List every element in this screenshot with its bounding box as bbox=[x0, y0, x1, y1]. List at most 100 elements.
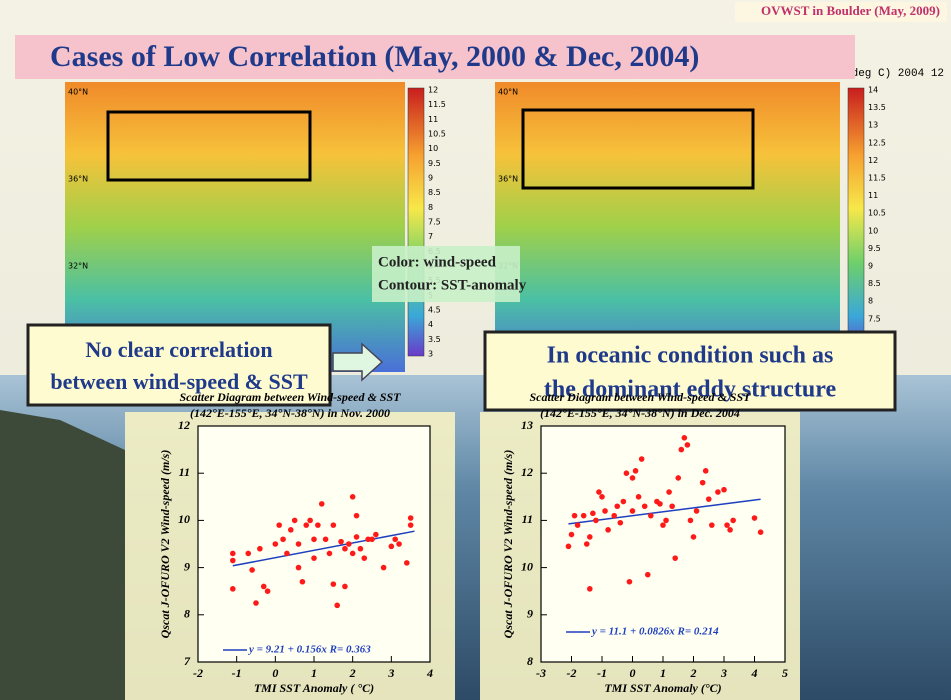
point bbox=[373, 531, 379, 538]
point bbox=[407, 522, 414, 528]
y-axis-label: Qscat J-OFURO V2 Wind-speed (m/s) bbox=[158, 450, 172, 639]
point bbox=[611, 512, 617, 519]
point bbox=[590, 510, 596, 517]
x-tick-label: 0 bbox=[630, 666, 636, 680]
y-tick-label: 10 bbox=[178, 512, 190, 526]
point bbox=[353, 512, 360, 519]
callout-text: the dominant eddy structure bbox=[544, 377, 837, 403]
point bbox=[587, 586, 593, 592]
point bbox=[311, 555, 317, 561]
colorbar-label: 12 bbox=[428, 86, 438, 95]
point bbox=[260, 583, 267, 590]
y-tick-label: 11 bbox=[522, 512, 533, 526]
point bbox=[757, 529, 764, 535]
arrow bbox=[332, 342, 384, 382]
point bbox=[672, 555, 678, 561]
y-tick-label: 13 bbox=[521, 418, 533, 432]
point bbox=[322, 536, 329, 543]
point bbox=[699, 479, 706, 486]
y-tick-label: 7 bbox=[184, 654, 191, 668]
callout-text: No clear correlation bbox=[85, 337, 272, 362]
event-label: OVWST in Boulder (May, 2009) bbox=[761, 3, 940, 18]
colorbar-label: 7.5 bbox=[868, 314, 881, 323]
colorbar-label: 11.5 bbox=[868, 174, 886, 183]
point bbox=[721, 486, 727, 493]
point bbox=[623, 470, 630, 477]
x-tick-label: 3 bbox=[387, 666, 394, 680]
colorbar bbox=[407, 87, 425, 357]
point bbox=[404, 560, 410, 566]
point bbox=[346, 541, 352, 547]
colorbar-label: 3.5 bbox=[428, 335, 441, 344]
point bbox=[230, 557, 236, 564]
point bbox=[307, 517, 313, 524]
point bbox=[568, 531, 575, 538]
point bbox=[361, 555, 368, 561]
legend-text: Color: wind-speed bbox=[378, 254, 497, 270]
plot-frame bbox=[197, 425, 431, 663]
point bbox=[342, 583, 348, 590]
colorbar-label: 11 bbox=[428, 115, 438, 124]
lat-label: 36°N bbox=[68, 175, 88, 184]
point bbox=[693, 508, 700, 514]
point bbox=[596, 489, 602, 495]
map-caption: (deg C) 2004 12 bbox=[845, 68, 944, 80]
point bbox=[272, 541, 279, 547]
lat-label: 36°N bbox=[498, 175, 518, 184]
point bbox=[230, 586, 236, 592]
point bbox=[318, 501, 325, 507]
colorbar-label: 14 bbox=[868, 86, 878, 95]
map-box bbox=[106, 110, 312, 182]
point bbox=[295, 541, 302, 547]
point bbox=[638, 456, 645, 462]
point bbox=[299, 578, 306, 585]
point bbox=[715, 489, 721, 495]
point bbox=[369, 536, 375, 543]
legend-text: Contour: SST-anomaly bbox=[378, 277, 527, 293]
fit-line bbox=[232, 530, 415, 567]
colorbar-label: 13 bbox=[868, 121, 878, 130]
plot-frame bbox=[540, 425, 786, 663]
point bbox=[334, 602, 341, 609]
y-tick-label: 12 bbox=[178, 418, 190, 432]
x-axis-label: TMI SST Anomaly (°C) bbox=[604, 681, 721, 695]
point bbox=[565, 543, 572, 550]
x-axis-label: TMI SST Anomaly ( °C) bbox=[254, 681, 374, 695]
point bbox=[644, 571, 651, 578]
point bbox=[353, 534, 360, 540]
colorbar-label: 10 bbox=[428, 144, 438, 153]
point bbox=[702, 468, 709, 474]
point bbox=[681, 435, 688, 441]
point bbox=[751, 515, 758, 521]
colorbar-label: 11.5 bbox=[428, 100, 446, 109]
x-tick-label: -2 bbox=[193, 666, 203, 680]
point bbox=[730, 517, 736, 524]
fit-line bbox=[568, 498, 761, 525]
point bbox=[245, 550, 252, 557]
point bbox=[709, 522, 715, 528]
y-axis-label: Qscat J-OFURO V2 Wind-speed (m/s) bbox=[501, 450, 515, 639]
point bbox=[295, 564, 302, 571]
point bbox=[687, 517, 694, 524]
point bbox=[635, 494, 642, 500]
point bbox=[311, 536, 317, 543]
colorbar-label: 11 bbox=[868, 191, 878, 200]
point bbox=[284, 550, 290, 557]
y-tick-label: 10 bbox=[521, 559, 533, 573]
point bbox=[230, 550, 236, 557]
point bbox=[626, 578, 633, 585]
colorbar-label: 8 bbox=[868, 297, 873, 306]
x-tick-label: 0 bbox=[272, 666, 278, 680]
point bbox=[580, 512, 587, 519]
y-tick-label: 11 bbox=[179, 465, 190, 479]
point bbox=[614, 503, 621, 510]
x-tick-label: 4 bbox=[751, 666, 758, 680]
point bbox=[660, 522, 666, 528]
colorbar-label: 8.5 bbox=[428, 188, 441, 197]
lat-label: 40°N bbox=[498, 88, 518, 97]
point bbox=[620, 498, 627, 505]
title-banner bbox=[15, 35, 855, 79]
colorbar bbox=[847, 87, 865, 357]
colorbar-label: 4 bbox=[428, 320, 433, 329]
colorbar-label: 12.5 bbox=[868, 138, 886, 147]
